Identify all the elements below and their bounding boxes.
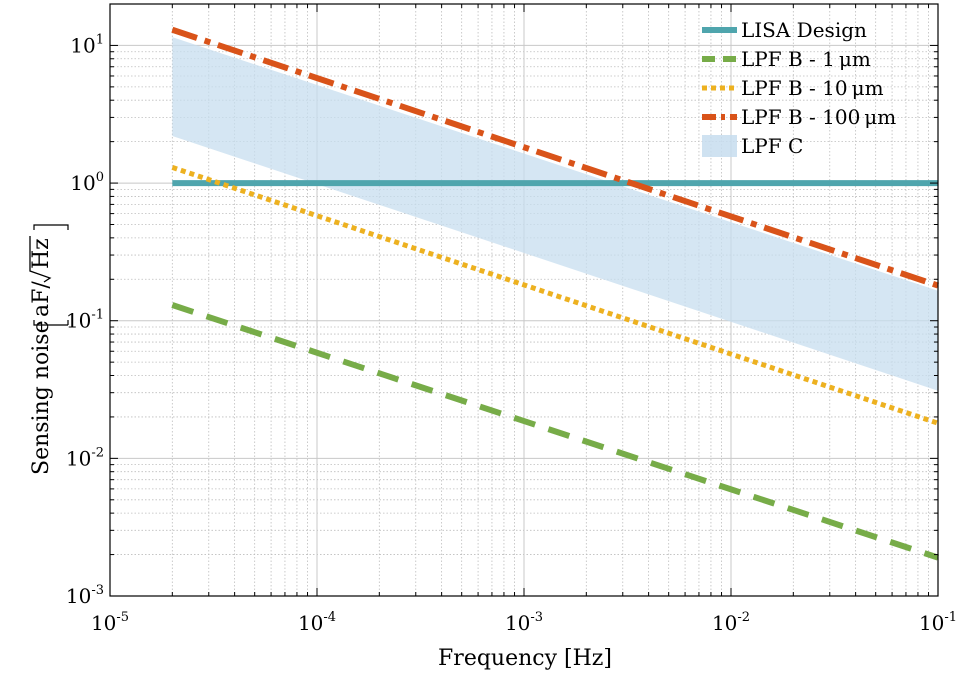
x-tick-label: 10-1 (919, 610, 957, 635)
y-tick-label: 10-1 (66, 308, 104, 333)
y-axis-label-unit: aF/ (29, 281, 54, 317)
y-label-bracket-right (33, 224, 69, 230)
legend: LISA Design LPF B - 1 μm LPF B - 10 μm LPF … (702, 18, 896, 158)
legend-label-0: LISA Design (741, 18, 867, 42)
x-tick-label: 10-5 (91, 610, 129, 635)
axes-frame (109, 3, 939, 597)
plot-marks (171, 26, 939, 561)
y-tick-label: 100 (70, 170, 104, 195)
x-tick-label: 10-4 (298, 610, 336, 635)
legend-label-2: LPF B - 10 μm (741, 76, 884, 100)
legend-label-1: LPF B - 1 μm (741, 47, 871, 71)
y-tick-label: 10-3 (66, 583, 104, 608)
series-line-3 (171, 26, 939, 289)
x-tick-label: 10-3 (505, 610, 543, 635)
legend-label-band: LPF C (741, 134, 803, 158)
y-tick-label: 101 (70, 32, 104, 57)
y-axis-label: Sensing noise aF/ Hz (29, 224, 69, 475)
legend-swatch-band (702, 135, 737, 157)
y-axis-label-radicand: Hz (29, 238, 54, 269)
series-line-1 (171, 302, 939, 561)
x-tick-label: 10-2 (712, 610, 750, 635)
x-axis-label: Frequency [Hz] (438, 646, 612, 671)
y-label-sqrt-sign (29, 236, 52, 283)
tick-labels: 10-5 10-4 10-3 10-2 10-1 10-3 10-2 10-1 100 101 (66, 32, 957, 635)
band-lpf-c (172, 37, 938, 391)
y-label-bracket-left (33, 320, 69, 326)
y-tick-label: 10-2 (66, 445, 104, 470)
legend-label-3: LPF B - 100 μm (741, 105, 896, 129)
y-axis-label-prefix: Sensing noise (29, 320, 54, 475)
